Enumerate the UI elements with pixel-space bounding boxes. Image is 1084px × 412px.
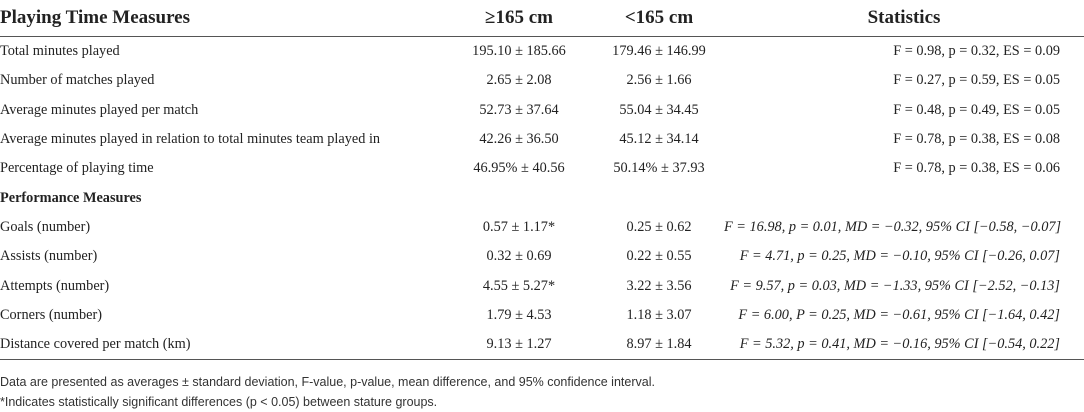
header-statistics: Statistics	[724, 0, 1084, 37]
row-label: Percentage of playing time	[0, 160, 154, 177]
table-row: Total minutes played 195.10 ± 185.66 179.4…	[0, 37, 1084, 67]
section-row: Performance Measures	[0, 183, 1084, 212]
row-label: Goals (number)	[0, 218, 91, 235]
tall-group-value: 4.55 ± 5.27*	[482, 277, 556, 294]
tall-group-value: 0.57 ± 1.17*	[482, 218, 556, 235]
table-row: Goals (number) 0.57 ± 1.17* 0.25 ± 0.62 F =…	[0, 213, 1084, 242]
short-group-value: 55.04 ± 34.45	[619, 101, 699, 118]
short-group-value: 2.56 ± 1.66	[626, 72, 692, 89]
table-row: Average minutes played in relation to to…	[0, 125, 1084, 154]
row-label: Average minutes played per match	[0, 101, 199, 118]
header-tall-group: ≥165 cm	[444, 0, 594, 37]
table-footnotes: Data are presented as averages ± standar…	[0, 372, 1084, 412]
table-row: Attempts (number) 4.55 ± 5.27* 3.22 ± 3.56…	[0, 271, 1084, 300]
row-label: Total minutes played	[0, 43, 120, 60]
short-group-value: 0.25 ± 0.62	[626, 218, 692, 235]
statistics-value: F = 5.32, p = 0.41, MD = −0.16, 95% CI […	[724, 329, 1084, 361]
statistics-value: F = 0.98, p = 0.32, ES = 0.09	[893, 43, 1060, 60]
tall-group-value: 52.73 ± 37.64	[479, 101, 559, 118]
statistics-value	[724, 183, 1084, 212]
row-label: Number of matches played	[0, 72, 155, 89]
statistics-value: F = 0.48, p = 0.49, ES = 0.05	[893, 101, 1060, 118]
short-group-value: 1.18 ± 3.07	[626, 306, 692, 323]
table-row: Number of matches played 2.65 ± 2.08 2.56 …	[0, 66, 1084, 95]
tall-group-value: 195.10 ± 185.66	[472, 43, 566, 60]
statistics-value: F = 9.57, p = 0.03, MD = −1.33, 95% CI […	[730, 277, 1060, 294]
header-playing-time: Playing Time Measures	[0, 0, 444, 37]
row-label: Assists (number)	[0, 248, 98, 265]
row-label: Average minutes played in relation to to…	[0, 131, 381, 148]
tall-group-value: 1.79 ± 4.53	[486, 306, 552, 323]
row-label: Distance covered per match (km)	[0, 329, 444, 361]
table-row: Distance covered per match (km) 9.13 ± 1.…	[0, 329, 1084, 361]
statistics-value: F = 4.71, p = 0.25, MD = −0.10, 95% CI […	[739, 248, 1060, 265]
tall-group-value: 9.13 ± 1.27	[444, 329, 594, 361]
table-row: Percentage of playing time 46.95% ± 40.56…	[0, 154, 1084, 183]
tall-group-value: 42.26 ± 36.50	[479, 131, 559, 148]
statistics-value: F = 0.78, p = 0.38, ES = 0.08	[893, 131, 1060, 148]
row-label: Corners (number)	[0, 306, 103, 323]
footnote-significance: *Indicates statistically significant dif…	[0, 395, 438, 409]
header-row: Playing Time Measures ≥165 cm <165 cm St…	[0, 0, 1084, 37]
row-label: Performance Measures	[0, 189, 142, 206]
tall-group-value: 46.95% ± 40.56	[473, 160, 565, 177]
statistics-value: F = 0.78, p = 0.38, ES = 0.06	[893, 160, 1060, 177]
results-table: Playing Time Measures ≥165 cm <165 cm St…	[0, 0, 1084, 361]
short-group-value: 0.22 ± 0.55	[626, 248, 692, 265]
short-group-value	[594, 183, 724, 212]
footnote-data-description: Data are presented as averages ± standar…	[0, 375, 655, 389]
row-label: Attempts (number)	[0, 277, 110, 294]
statistics-value: F = 0.27, p = 0.59, ES = 0.05	[893, 72, 1060, 89]
table-body: Total minutes played 195.10 ± 185.66 179.4…	[0, 37, 1084, 361]
header-short-group: <165 cm	[594, 0, 724, 37]
short-group-value: 3.22 ± 3.56	[626, 277, 692, 294]
short-group-value: 45.12 ± 34.14	[619, 131, 699, 148]
tall-group-value: 2.65 ± 2.08	[486, 72, 552, 89]
statistics-value: F = 6.00, P = 0.25, MD = −0.61, 95% CI […	[738, 306, 1060, 323]
short-group-value: 179.46 ± 146.99	[612, 43, 706, 60]
table-row: Average minutes played per match 52.73 ± …	[0, 96, 1084, 125]
tall-group-value	[444, 183, 594, 212]
tall-group-value: 0.32 ± 0.69	[486, 248, 552, 265]
statistics-value: F = 16.98, p = 0.01, MD = −0.32, 95% CI …	[724, 218, 1062, 235]
table-row: Corners (number) 1.79 ± 4.53 1.18 ± 3.07 F …	[0, 301, 1084, 330]
table-row: Assists (number) 0.32 ± 0.69 0.22 ± 0.55 F …	[0, 242, 1084, 271]
short-group-value: 8.97 ± 1.84	[594, 329, 724, 361]
short-group-value: 50.14% ± 37.93	[613, 160, 705, 177]
